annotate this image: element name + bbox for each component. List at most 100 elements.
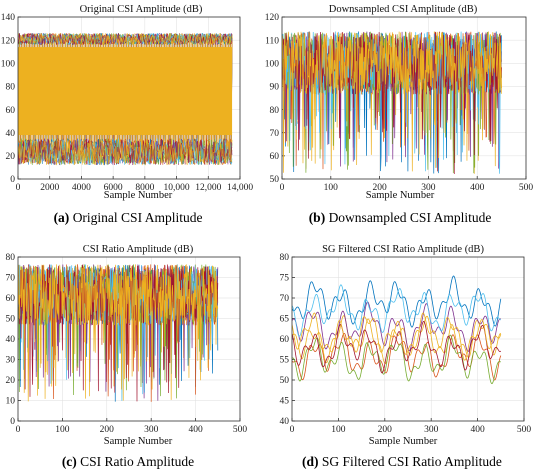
y-tick-label: 100 — [265, 59, 280, 69]
x-tick-label: 12,000 — [195, 183, 221, 193]
y-tick-label: 40 — [280, 417, 290, 427]
x-tick-label: 6000 — [104, 183, 123, 193]
x-tick-label: 500 — [233, 425, 248, 435]
x-tick-label: 2000 — [40, 183, 59, 193]
y-tick-label: 70 — [280, 294, 290, 304]
panel-d-caption: (d) SG Filtered CSI Ratio Amplitude — [302, 454, 502, 469]
x-tick-label: 500 — [517, 425, 532, 435]
panel-b-title: Downsampled CSI Amplitude (dB) — [329, 4, 478, 15]
panel-b-plot-area: 0 100 200 300 400 500 50 60 70 80 90 100 110 120 — [265, 13, 534, 193]
panel-a-caption-text: Original CSI Amplitude — [69, 210, 202, 225]
x-tick-label: 10,000 — [164, 183, 190, 193]
series-line — [292, 334, 501, 385]
y-tick-label: 70 — [270, 129, 280, 139]
panel-c-xlabel: Sample Number — [104, 436, 173, 447]
x-tick-label: 0 — [280, 183, 285, 193]
y-tick-label: 30 — [6, 356, 16, 366]
series-group — [18, 32, 233, 166]
y-tick-label: 60 — [6, 294, 16, 304]
x-tick-label: 300 — [421, 183, 436, 193]
axes-frame — [17, 16, 241, 180]
x-tick-label: 100 — [331, 425, 346, 435]
panel-d-xlabel: Sample Number — [369, 436, 438, 447]
x-tick-label: 400 — [470, 183, 485, 193]
axes-frame — [281, 16, 527, 180]
x-tick-label: 14,000 — [227, 183, 253, 193]
y-tick-label: 40 — [6, 129, 16, 139]
panel-c-caption: (c) CSI Ratio Amplitude — [62, 454, 194, 469]
series-fringe-top — [18, 32, 233, 46]
panel-a-xlabel: Sample Number — [104, 190, 173, 201]
y-tick-label: 50 — [270, 175, 280, 185]
y-tick-label: 20 — [6, 152, 16, 162]
x-tick-label: 200 — [372, 183, 387, 193]
x-tick-label: 100 — [55, 425, 70, 435]
axes-frame — [17, 256, 241, 422]
y-tick-label: 80 — [6, 253, 16, 263]
y-tick-label: 0 — [10, 175, 15, 185]
y-tick-label: 45 — [280, 397, 290, 407]
dense-signal-band — [18, 47, 233, 136]
y-tick-label: 50 — [6, 315, 16, 325]
y-tick-label: 55 — [280, 356, 290, 366]
series-line — [292, 315, 501, 365]
panel-a-plot-area: 0 2000 4000 6000 8000 10,000 12,000 14,000 0 20 40… — [1, 13, 254, 193]
y-tick-label: 140 — [1, 13, 16, 23]
panel-b-caption: (b) Downsampled CSI Amplitude — [309, 210, 492, 225]
panel-b-caption-letter: (b) — [309, 210, 326, 225]
panel-d-plot-area: 0 100 200 300 400 500 40 45 50 55 60 65 70 75 80 — [280, 253, 532, 435]
series-fringe-bottom — [18, 138, 233, 166]
series-line — [292, 312, 502, 361]
x-tick-label: 400 — [470, 425, 485, 435]
x-tick-label: 0 — [16, 425, 21, 435]
panel-d-title: SG Filtered CSI Ratio Amplitude (dB) — [322, 244, 484, 255]
y-tick-label: 75 — [280, 274, 290, 284]
panel-c-caption-text: CSI Ratio Amplitude — [77, 454, 194, 469]
y-tick-label: 65 — [280, 315, 290, 325]
x-tick-label: 4000 — [72, 183, 91, 193]
series-line — [292, 284, 501, 337]
series-line — [292, 321, 502, 374]
y-tick-label: 40 — [6, 335, 16, 345]
y-tick-label: 70 — [6, 274, 16, 284]
y-tick-label: 50 — [280, 376, 290, 386]
series-line — [292, 301, 501, 352]
panel-d-caption-text: SG Filtered CSI Ratio Amplitude — [319, 454, 502, 469]
y-tick-label: 60 — [280, 335, 290, 345]
panel-a-caption-letter: (a) — [54, 210, 70, 225]
panel-b: Downsampled CSI Amplitude (dB) 0 100 200 30… — [265, 4, 534, 225]
y-tick-label: 90 — [270, 83, 280, 93]
y-tick-label: 20 — [6, 376, 16, 386]
y-tick-label: 60 — [6, 106, 16, 116]
panel-c-title: CSI Ratio Amplitude (dB) — [83, 244, 194, 255]
panel-b-caption-text: Downsampled CSI Amplitude — [325, 210, 491, 225]
x-tick-label: 200 — [100, 425, 115, 435]
series-group — [18, 263, 219, 402]
x-tick-label: 0 — [16, 183, 21, 193]
series-line — [18, 264, 219, 402]
y-tick-label: 100 — [1, 59, 16, 69]
y-tick-label: 120 — [1, 36, 16, 46]
y-tick-label: 80 — [270, 106, 280, 116]
panel-a-caption: (a) Original CSI Amplitude — [54, 210, 203, 225]
x-tick-label: 300 — [424, 425, 439, 435]
y-tick-label: 0 — [10, 417, 15, 427]
panel-a: Original CSI Amplitude (dB) 0 2000 4000 600… — [1, 4, 254, 225]
y-tick-label: 120 — [265, 13, 280, 23]
axes-frame — [291, 256, 525, 422]
panel-c-plot-area: 0 100 200 300 400 500 0 10 20 30 40 50 60 70 80 — [6, 253, 248, 435]
y-tick-label: 10 — [6, 397, 16, 407]
series-group — [282, 31, 502, 175]
x-tick-label: 500 — [519, 183, 534, 193]
x-tick-label: 100 — [324, 183, 339, 193]
x-tick-label: 0 — [290, 425, 295, 435]
x-tick-label: 300 — [144, 425, 159, 435]
panel-a-title: Original CSI Amplitude (dB) — [80, 4, 203, 15]
y-tick-label: 80 — [6, 83, 16, 93]
x-tick-label: 8000 — [135, 183, 154, 193]
panel-c-caption-letter: (c) — [62, 454, 77, 469]
panel-d-caption-letter: (d) — [302, 454, 319, 469]
series-fringe-top — [18, 32, 233, 46]
y-tick-label: 60 — [270, 152, 280, 162]
